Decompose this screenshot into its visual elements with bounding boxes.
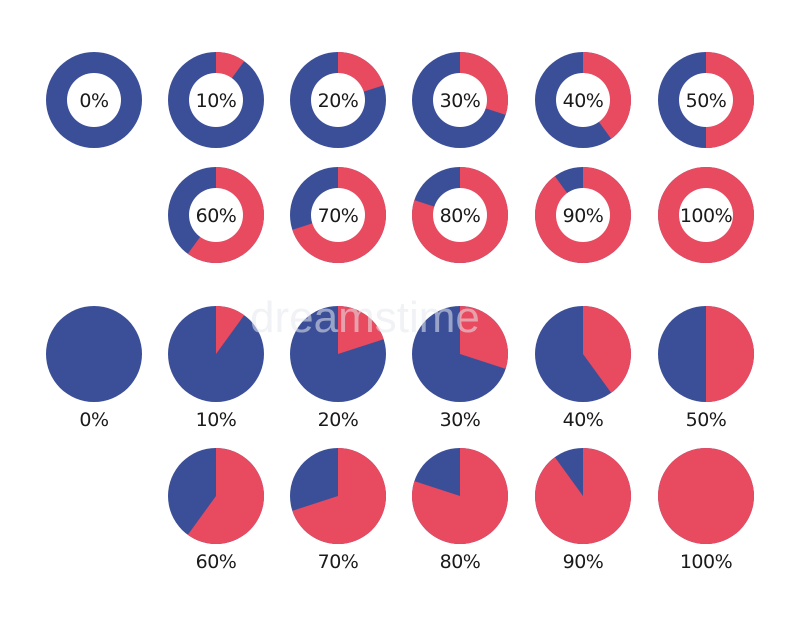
pie-value-slice [583, 306, 631, 393]
donut-hole [433, 73, 487, 127]
pie-percent-label: 100% [680, 551, 732, 573]
donut-chart: 20% [290, 52, 386, 148]
pie-percent-label: 50% [686, 409, 727, 431]
donut-hole [679, 188, 733, 242]
watermark-layer: dreamstime [250, 293, 480, 342]
donut-percent-label: 0% [79, 90, 108, 112]
donut-percent-label: 10% [196, 90, 237, 112]
pie-chart: 80% [412, 448, 509, 573]
pie-percent-label: 30% [440, 409, 481, 431]
pie-chart: 70% [290, 448, 387, 573]
donut-hole [311, 188, 365, 242]
donut-chart: 0% [46, 52, 142, 148]
pie-chart: 0% [46, 306, 142, 431]
donut-chart: 40% [535, 52, 631, 148]
donut-chart: 80% [412, 167, 509, 263]
pie-value-slice [460, 306, 508, 369]
donut-percent-label: 70% [318, 205, 359, 227]
donut-hole [189, 188, 243, 242]
pie-value-slice [412, 448, 509, 545]
donut-chart: 10% [168, 52, 264, 148]
donut-chart: 50% [658, 52, 754, 148]
pie-percent-label: 70% [318, 551, 359, 573]
pie-value-slice [658, 448, 754, 544]
pie-chart: 20% [290, 306, 386, 431]
donut-charts-group: 0% 10% 20% 30% 40% 50% 60% 70% 80% 90% 100% [46, 52, 754, 263]
pie-value-slice [187, 448, 265, 544]
donut-percent-label: 80% [440, 205, 481, 227]
pie-percent-label: 40% [563, 409, 604, 431]
pie-percent-label: 90% [563, 551, 604, 573]
pie-percent-label: 10% [196, 409, 237, 431]
pie-value-slice [216, 306, 245, 354]
donut-chart: 70% [290, 167, 387, 263]
donut-hole [556, 73, 610, 127]
donut-chart: 60% [168, 166, 265, 263]
pie-percent-label: 80% [440, 551, 481, 573]
donut-hole [556, 188, 610, 242]
pie-value-slice [292, 448, 387, 545]
donut-percent-label: 40% [563, 90, 604, 112]
pie-chart: 100% [658, 448, 754, 573]
pie-chart: 50% [658, 306, 754, 431]
pie-chart: 10% [168, 306, 264, 431]
donut-percent-label: 60% [196, 205, 237, 227]
donut-percent-label: 90% [563, 205, 604, 227]
pie-value-slice [338, 306, 384, 354]
donut-hole [189, 73, 243, 127]
pie-value-slice [535, 447, 632, 544]
donut-chart: 100% [658, 167, 754, 263]
donut-hole [311, 73, 365, 127]
donut-percent-label: 30% [440, 90, 481, 112]
pie-chart: 60% [168, 448, 265, 573]
donut-percent-label: 100% [680, 205, 732, 227]
pie-charts-group: 0% 10% 20% 30% 40% 50% 60% 70% 80% 90% 100% [46, 306, 754, 573]
pie-chart: 40% [535, 306, 631, 431]
pie-percent-label: 0% [79, 409, 108, 431]
pie-base-slice [46, 306, 142, 402]
donut-percent-label: 50% [686, 90, 727, 112]
pie-percent-label: 20% [318, 409, 359, 431]
donut-percent-label: 20% [318, 90, 359, 112]
pie-percent-label: 60% [196, 551, 237, 573]
pie-chart: 90% [535, 447, 632, 573]
donut-chart: 90% [535, 167, 632, 263]
pie-value-slice [706, 306, 754, 402]
pie-chart: 30% [412, 306, 508, 431]
donut-hole [67, 73, 121, 127]
watermark-text: dreamstime [250, 293, 480, 342]
donut-hole [433, 188, 487, 242]
donut-chart: 30% [412, 52, 508, 148]
donut-hole [679, 73, 733, 127]
